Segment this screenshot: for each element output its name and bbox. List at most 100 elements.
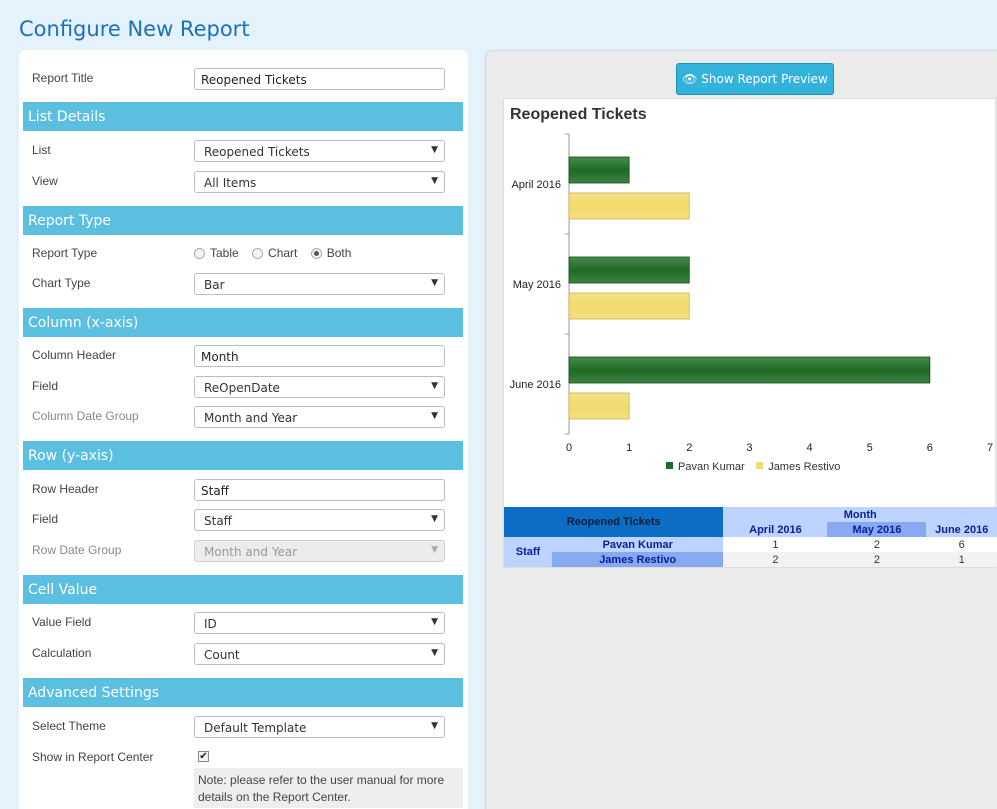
chart-title: Reopened Tickets <box>510 106 647 123</box>
row-header-input[interactable]: Staff <box>194 479 445 501</box>
calculation-row: Calculation Count ▼ <box>23 643 463 665</box>
table-cell: 1 <box>926 552 997 567</box>
bar-james-restivo <box>568 192 690 220</box>
table-row-name: James Restivo <box>552 552 724 567</box>
report-type-radio-group: Table Chart Both <box>194 246 361 260</box>
column-field-select[interactable]: ReOpenDate ▼ <box>194 376 445 398</box>
category-label: June 2016 <box>510 379 561 391</box>
chart-type-value: Bar <box>204 278 225 292</box>
value-field-row: Value Field ID ▼ <box>23 612 463 634</box>
section-row[interactable]: Row (y-axis) <box>23 441 463 470</box>
chevron-down-icon: ▼ <box>431 278 438 288</box>
column-header-label: Column Header <box>32 348 117 362</box>
section-list-details[interactable]: List Details <box>23 102 463 131</box>
x-tick-label: 5 <box>867 442 873 454</box>
list-label: List <box>32 143 51 157</box>
chart-type-label: Chart Type <box>32 276 91 290</box>
column-date-group-label: Column Date Group <box>32 409 139 423</box>
chevron-down-icon: ▼ <box>431 617 438 627</box>
legend-label: Pavan Kumar <box>678 461 745 473</box>
x-tick-label: 4 <box>807 442 813 454</box>
report-type-chart[interactable]: Chart <box>252 246 297 260</box>
row-date-group-label: Row Date Group <box>32 543 122 557</box>
table-month-header: Month <box>723 507 997 522</box>
row-field-select[interactable]: Staff ▼ <box>194 509 445 531</box>
column-header-input[interactable]: Month <box>194 345 445 367</box>
column-field-row: Field ReOpenDate ▼ <box>23 376 463 398</box>
chevron-down-icon: ▼ <box>431 145 438 155</box>
show-report-preview-label: Show Report Preview <box>701 72 828 86</box>
x-tick-label: 2 <box>686 442 692 454</box>
view-select[interactable]: All Items ▼ <box>194 171 445 193</box>
column-field-label: Field <box>32 379 59 393</box>
show-in-report-center-checkbox[interactable]: ✔ <box>198 751 209 762</box>
row-date-group-select: Month and Year ▼ <box>194 540 445 562</box>
bar-pavan-kumar <box>568 356 931 384</box>
report-title-row: Report Title Reopened Tickets <box>23 68 463 90</box>
bar-james-restivo <box>568 292 690 320</box>
calculation-label: Calculation <box>32 646 92 660</box>
radio-table-label: Table <box>210 246 239 260</box>
page-title: Configure New Report <box>19 17 250 41</box>
view-row: View All Items ▼ <box>23 171 463 193</box>
section-report-type[interactable]: Report Type <box>23 206 463 235</box>
bar-pavan-kumar <box>568 256 690 284</box>
x-tick-label: 7 <box>987 442 993 454</box>
chart-type-select[interactable]: Bar ▼ <box>194 273 445 295</box>
row-header-row: Row Header Staff <box>23 479 463 501</box>
table-cell: 2 <box>723 552 828 567</box>
column-date-group-row: Column Date Group Month and Year ▼ <box>23 406 463 428</box>
eye-icon: 👁 <box>682 72 698 86</box>
row-header-label: Row Header <box>32 482 99 496</box>
chevron-down-icon: ▼ <box>431 381 438 391</box>
chevron-down-icon: ▼ <box>431 514 438 524</box>
show-report-preview-button[interactable]: 👁 Show Report Preview <box>676 63 834 95</box>
bar-james-restivo <box>568 392 630 420</box>
row-field-value: Staff <box>204 514 232 528</box>
table-cell: 6 <box>926 537 997 552</box>
chevron-down-icon: ▼ <box>431 411 438 421</box>
value-field-value: ID <box>204 617 217 631</box>
value-field-label: Value Field <box>32 615 92 629</box>
show-in-report-center-label: Show in Report Center <box>32 750 154 764</box>
table-cell: 2 <box>827 537 927 552</box>
section-cell-value[interactable]: Cell Value <box>23 575 463 604</box>
bar-pavan-kumar <box>568 156 630 184</box>
calculation-select[interactable]: Count ▼ <box>194 643 445 665</box>
report-type-both[interactable]: Both <box>310 246 351 260</box>
report-center-note: Note: please refer to the user manual fo… <box>194 768 463 808</box>
theme-label: Select Theme <box>32 719 106 733</box>
theme-value: Default Template <box>204 721 307 735</box>
category-label: May 2016 <box>513 279 561 291</box>
column-date-group-select[interactable]: Month and Year ▼ <box>194 406 445 428</box>
value-field-select[interactable]: ID ▼ <box>194 612 445 634</box>
table-cell: 2 <box>827 552 927 567</box>
list-select[interactable]: Reopened Tickets ▼ <box>194 140 445 162</box>
table-row-name: Pavan Kumar <box>552 537 724 552</box>
x-tick-label: 1 <box>626 442 632 454</box>
column-date-group-value: Month and Year <box>204 411 298 425</box>
radio-chart-label: Chart <box>268 246 298 260</box>
report-type-label: Report Type <box>32 246 98 260</box>
section-column[interactable]: Column (x-axis) <box>23 308 463 337</box>
row-date-group-value: Month and Year <box>204 545 298 559</box>
x-tick-label: 6 <box>927 442 933 454</box>
show-in-report-center-row: Show in Report Center ✔ <box>23 747 463 769</box>
list-select-value: Reopened Tickets <box>204 145 310 159</box>
checkmark-icon: ✔ <box>199 751 208 762</box>
section-advanced-settings[interactable]: Advanced Settings <box>23 678 463 707</box>
table-month-may: May 2016 <box>827 522 927 537</box>
report-type-table[interactable]: Table <box>194 246 239 260</box>
preview-panel: 👁 Show Report Preview Reopened Tickets A… <box>485 50 997 809</box>
report-data-table: Reopened Tickets Month April 2016 May 20… <box>504 507 997 567</box>
row-field-label: Field <box>32 512 59 526</box>
chart-type-row: Chart Type Bar ▼ <box>23 273 463 295</box>
report-title-input[interactable]: Reopened Tickets <box>194 68 445 90</box>
x-tick-label: 0 <box>566 442 572 454</box>
calculation-value: Count <box>204 648 240 662</box>
chevron-down-icon: ▼ <box>431 176 438 186</box>
x-tick-label: 3 <box>746 442 752 454</box>
chevron-down-icon: ▼ <box>431 545 438 555</box>
row-field-row: Field Staff ▼ <box>23 509 463 531</box>
theme-select[interactable]: Default Template ▼ <box>194 716 445 738</box>
